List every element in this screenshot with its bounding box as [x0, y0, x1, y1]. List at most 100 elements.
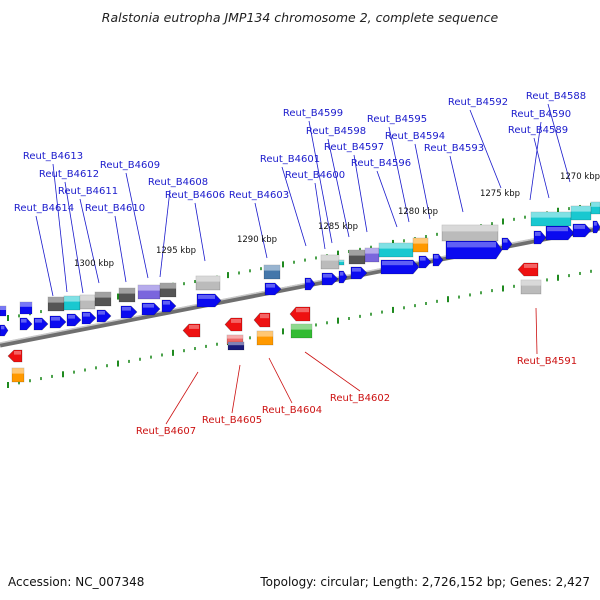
- feature-box-forward-shine: [571, 206, 591, 212]
- cds-arrow-reverse-shine: [189, 325, 199, 329]
- feature-box-forward-body: [338, 259, 345, 266]
- feature-box-forward-body: [118, 287, 136, 303]
- cds-arrow-forward: [141, 302, 161, 316]
- leader-line-forward: [449, 155, 464, 213]
- cds-arrow-forward-shine: [266, 284, 275, 288]
- feature-box-forward-shine: [160, 283, 176, 289]
- feature-box-forward-shine: [196, 276, 220, 282]
- feature-box-forward-body: [412, 237, 429, 253]
- scale-label: 1285 kbp: [318, 222, 358, 232]
- feature-box-forward: [364, 247, 380, 263]
- gene-label-forward: Reut_B4592: [448, 97, 508, 108]
- scale-label: 1290 kbp: [237, 235, 277, 245]
- cds-arrow-forward: [350, 266, 368, 280]
- gene-label-forward: Reut_B4588: [526, 91, 586, 102]
- leader-line-forward: [529, 121, 542, 201]
- gene-label-forward: Reut_B4593: [424, 143, 484, 154]
- cds-arrow-forward-body: [19, 317, 33, 331]
- gene-label-forward: Reut_B4589: [508, 125, 568, 136]
- gene-label-forward: Reut_B4596: [351, 158, 411, 169]
- feature-box-forward-shine: [321, 255, 339, 261]
- feature-box-forward: [441, 224, 499, 242]
- cds-arrow-forward-body: [432, 253, 444, 267]
- accession-text: Accession: NC_007348: [8, 575, 144, 589]
- cds-arrow-forward-shine: [98, 311, 105, 315]
- feature-box-forward: [0, 305, 7, 317]
- cds-arrow-forward-body: [161, 299, 177, 313]
- feature-box-forward-shine: [119, 288, 135, 294]
- cds-arrow-forward-body: [338, 270, 348, 284]
- feature-box-forward: [320, 254, 340, 270]
- cds-arrow-forward-body: [572, 223, 592, 238]
- cds-arrow-forward-shine: [163, 301, 170, 305]
- cds-arrow-forward-shine: [323, 274, 332, 278]
- cds-arrow-forward: [81, 311, 97, 325]
- feature-box-forward: [63, 295, 81, 311]
- cds-arrow-forward: [66, 313, 82, 327]
- gene-label-forward: Reut_B4614: [14, 203, 74, 214]
- gene-label-forward: Reut_B4599: [283, 108, 343, 119]
- feature-box-reverse: [11, 367, 25, 383]
- cds-arrow-forward-body: [264, 282, 282, 296]
- feature-box-forward-body: [19, 301, 33, 315]
- feature-box-reverse-body: [11, 367, 25, 383]
- label-layer: 1300 kbp 1295 kbp 1290 kbp 1285 kbp 1280 kbp…: [14, 91, 600, 437]
- feature-box-forward: [378, 242, 414, 258]
- feature-box-forward-body: [590, 201, 600, 215]
- cds-arrow-forward-shine: [434, 255, 439, 259]
- cds-arrow-forward: [418, 255, 432, 269]
- cds-arrow-forward-shine: [51, 317, 60, 321]
- leader-line-forward: [414, 143, 431, 220]
- cds-arrow-forward-shine: [143, 304, 154, 308]
- gene-label-forward: Reut_B4594: [385, 131, 445, 142]
- leader-line-forward: [35, 215, 54, 297]
- cds-arrow-forward: [432, 253, 444, 267]
- leader-layer: [35, 103, 571, 425]
- leader-line-forward: [533, 137, 550, 199]
- cds-arrow-forward-body: [141, 302, 161, 316]
- feature-box-reverse: [227, 341, 245, 351]
- gene-label-forward: Reut_B4595: [367, 114, 427, 125]
- leader-line-forward: [308, 120, 333, 244]
- gene-label-forward: Reut_B4608: [148, 177, 208, 188]
- cds-arrow-forward: [161, 299, 177, 313]
- gene-label-forward: Reut_B4603: [229, 190, 289, 201]
- cds-arrow-forward-body: [501, 237, 513, 251]
- feature-box-forward-body: [0, 305, 7, 317]
- gene-label-reverse: Reut_B4604: [262, 405, 322, 416]
- feature-box-forward-body: [94, 291, 112, 307]
- feature-box-forward-shine: [531, 212, 571, 218]
- feature-box-reverse-shine: [291, 324, 312, 330]
- cds-arrow-forward-body: [81, 311, 97, 325]
- cds-arrow-forward-shine: [547, 227, 568, 232]
- feature-box-reverse-body: [227, 341, 245, 351]
- cds-arrow-forward: [592, 220, 600, 234]
- cds-arrow-forward-shine: [1, 326, 5, 330]
- feature-box-forward: [137, 284, 161, 300]
- cds-arrow-forward: [264, 282, 282, 296]
- feature-box-forward-shine: [349, 250, 365, 256]
- leader-line-forward: [79, 198, 100, 284]
- cds-arrow-forward-shine: [574, 225, 585, 229]
- gene-label-forward: Reut_B4590: [511, 109, 571, 120]
- gene-label-reverse: Reut_B4591: [517, 356, 577, 367]
- cds-arrow-forward-body: [196, 293, 222, 308]
- leader-line-reverse: [231, 364, 241, 414]
- feature-box-forward: [47, 296, 65, 312]
- feature-box-reverse-shine: [521, 280, 541, 286]
- cds-arrow-forward-shine: [352, 268, 361, 272]
- cds-arrow-reverse-body: [253, 312, 271, 328]
- feature-box-forward-body: [159, 282, 177, 298]
- leader-line-forward: [281, 166, 307, 247]
- feature-box-reverse-shine: [12, 368, 24, 374]
- leader-line-forward: [388, 126, 410, 223]
- gene-label-forward: Reut_B4601: [260, 154, 320, 165]
- feature-box-reverse-body: [290, 323, 313, 339]
- cds-arrow-forward-shine: [68, 315, 75, 319]
- cds-arrow-reverse-shine: [231, 319, 241, 323]
- cds-arrow-reverse-shine: [14, 351, 21, 355]
- cds-arrow-forward: [304, 277, 316, 291]
- cds-arrow-reverse-body: [517, 262, 539, 277]
- leader-line-reverse: [268, 357, 293, 404]
